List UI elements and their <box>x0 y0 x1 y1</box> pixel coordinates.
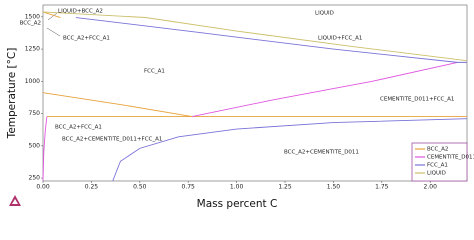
legend-label: CEMENTITE_D011 <box>427 155 474 161</box>
region-label: BCC_A2+CEMENTITE_D011 <box>284 150 359 156</box>
y-tick-label: 750 <box>29 110 41 117</box>
region-label: BCC_A2+FCC_A1 <box>55 125 102 131</box>
x-tick-label: 0.25 <box>85 184 99 191</box>
x-tick-label: 1.25 <box>278 184 292 191</box>
annotation-arrow <box>46 27 61 37</box>
y-tick-label: 1500 <box>25 13 40 20</box>
phase-boundary <box>42 11 468 62</box>
chart: Mass percent C Temperature [°C] 0.00 0.25… <box>6 4 474 210</box>
y-tick-label: 250 <box>29 175 41 182</box>
phase-boundary <box>42 61 458 181</box>
region-label: FCC_A1 <box>144 69 165 75</box>
region-label: BCC_A2+CEMENTITE_D011+FCC_A1 <box>62 137 162 143</box>
y-tick-label: 500 <box>29 142 41 149</box>
x-tick-label: 1.75 <box>375 184 389 191</box>
x-axis-label: Mass percent C <box>197 198 278 210</box>
x-tick-label: 2.00 <box>424 184 438 191</box>
legend-label: LIQUID <box>427 171 446 177</box>
region-label: BCC_A2 <box>20 21 41 27</box>
phase-boundary <box>42 11 467 117</box>
region-label: BCC_A2+FCC_A1 <box>63 36 110 42</box>
plot-area <box>42 4 468 182</box>
logo <box>9 195 21 206</box>
legend-label: FCC_A1 <box>427 163 448 169</box>
region-label: LIQUID <box>315 11 334 17</box>
region-label: LIQUID+FCC_A1 <box>318 36 362 42</box>
legend-label: BCC_A2 <box>427 147 448 153</box>
y-axis-label: Temperature [°C] <box>6 48 18 140</box>
x-tick-label: 0.75 <box>182 184 196 191</box>
y-tick-label: 1000 <box>25 78 40 85</box>
x-tick-label: 1.00 <box>230 184 244 191</box>
x-tick-label: 0.00 <box>36 184 50 191</box>
page: Mass percent C Temperature [°C] 0.00 0.25… <box>6 4 474 210</box>
x-tick-label: 0.50 <box>133 184 147 191</box>
annotation-arrow <box>47 12 58 21</box>
region-label: LIQUID+BCC_A2 <box>58 9 103 15</box>
y-tick-label: 1250 <box>25 46 40 53</box>
region-label: CEMENTITE_D011+FCC_A1 <box>380 97 454 103</box>
x-tick-label: 1.50 <box>327 184 341 191</box>
phase-boundary <box>75 17 468 182</box>
